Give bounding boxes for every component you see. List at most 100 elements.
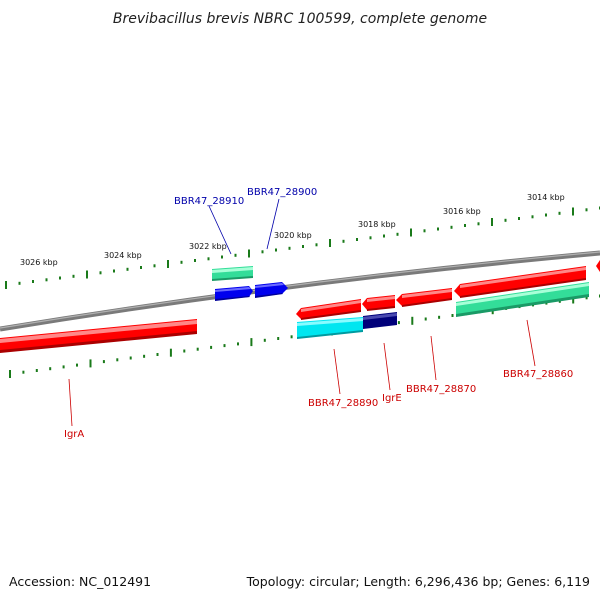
lower-minor-tick [196,347,199,351]
upper-minor-tick [315,243,318,247]
lower-major-tick [9,370,11,378]
upper-minor-tick [464,224,466,227]
upper-minor-tick [531,215,534,219]
upper-minor-tick [207,257,210,261]
upper-minor-tick [558,211,561,215]
lower-minor-tick [585,296,588,300]
upper-minor-tick [59,276,61,280]
upper-major-tick [572,207,574,216]
gene-bbr47-28910[interactable] [215,286,253,301]
gene-label-bbr47-28910[interactable]: BBR47_28910 [174,196,244,207]
scale-ticks-upper [5,206,600,289]
gene-green-upper[interactable] [212,266,253,281]
upper-minor-tick [194,259,196,262]
upper-minor-tick [261,250,264,254]
lower-minor-tick [102,360,105,364]
leader-line-28910 [208,205,232,255]
upper-minor-tick [342,239,345,243]
kbp-label-3016: 3016 kbp [443,207,481,216]
kbp-label-3022: 3022 kbp [189,242,227,251]
upper-minor-tick [585,208,588,212]
upper-minor-tick [423,229,426,233]
kbp-label-3020: 3020 kbp [274,231,312,240]
upper-minor-tick [356,238,358,241]
upper-minor-tick [437,227,439,231]
lower-minor-tick [451,314,454,317]
upper-minor-tick [302,245,304,248]
upper-minor-tick [72,274,75,278]
gene-bbr47-28860[interactable] [454,266,586,298]
map-title: Brevibacillus brevis NBRC 100599, comple… [113,11,487,27]
lower-minor-tick [290,335,293,339]
upper-minor-tick [140,266,142,269]
gene-bbr47-28870[interactable] [396,288,452,307]
upper-minor-tick [113,269,115,273]
gene-igre[interactable] [362,295,395,311]
lower-minor-tick [210,345,213,349]
gene-red-edge[interactable] [596,260,600,272]
gene-label-igre[interactable]: IgrE [382,393,402,404]
upper-minor-tick [383,234,385,238]
gene-label-bbr47-28890[interactable]: BBR47_28890 [308,398,378,409]
lower-major-tick [572,295,575,304]
gene-bbr47-28890[interactable] [296,299,361,320]
leader-line-28890 [333,348,341,395]
upper-minor-tick [180,260,183,264]
topology-label: Topology: circular; Length: 6,296,436 bp… [246,574,590,589]
lower-minor-tick [62,365,65,369]
gene-green-lower[interactable] [456,282,589,317]
lower-minor-tick [22,370,25,374]
upper-minor-tick [153,264,156,268]
genome-backbone [0,250,600,332]
kbp-label-3018: 3018 kbp [358,220,396,229]
leader-line-28870 [430,335,437,381]
upper-minor-tick [99,271,102,275]
upper-major-tick [5,281,7,289]
gene-igra[interactable] [0,319,197,353]
gene-label-bbr47-28860[interactable]: BBR47_28860 [503,369,573,380]
lower-minor-tick [35,369,38,372]
gene-label-bbr47-28870[interactable]: BBR47_28870 [406,384,476,395]
upper-minor-tick [275,248,277,252]
lower-minor-tick [49,367,52,371]
upper-minor-tick [221,255,223,259]
upper-minor-tick [450,225,453,229]
gene-label-igra[interactable]: IgrA [64,429,84,440]
upper-major-tick [329,239,331,247]
upper-minor-tick [504,218,507,222]
lower-minor-tick [263,338,266,342]
kbp-label-3026: 3026 kbp [20,258,58,267]
gene-navy[interactable] [363,312,397,329]
leader-line-28900 [266,198,280,250]
upper-minor-tick [32,280,34,283]
upper-minor-tick [288,246,291,250]
upper-minor-tick [234,253,237,257]
lower-minor-tick [143,354,146,358]
accession-label: Accession: NC_012491 [9,574,152,589]
lower-minor-tick [438,315,441,319]
lower-major-tick [89,359,92,368]
upper-major-tick [167,260,169,268]
lower-minor-tick [277,337,280,340]
gene-bbr47-28900[interactable] [255,282,288,298]
lower-minor-tick [183,349,186,353]
lower-minor-tick [76,363,78,367]
leader-line-igre [383,342,391,391]
upper-major-tick [491,218,493,226]
upper-minor-tick [396,232,399,236]
lower-minor-tick [116,358,119,362]
upper-major-tick [248,249,250,258]
gene-label-bbr47-28900[interactable]: BBR47_28900 [247,187,317,198]
upper-minor-tick [518,217,520,220]
lower-minor-tick [129,356,132,360]
upper-minor-tick [45,278,48,282]
lower-minor-tick [223,344,226,348]
gene-cyan[interactable] [297,317,363,339]
lower-major-tick [411,316,414,325]
lower-major-tick [169,348,172,357]
upper-minor-tick [545,213,547,217]
upper-minor-tick [126,267,129,271]
kbp-label-3024: 3024 kbp [104,251,142,260]
lower-minor-tick [424,317,427,321]
